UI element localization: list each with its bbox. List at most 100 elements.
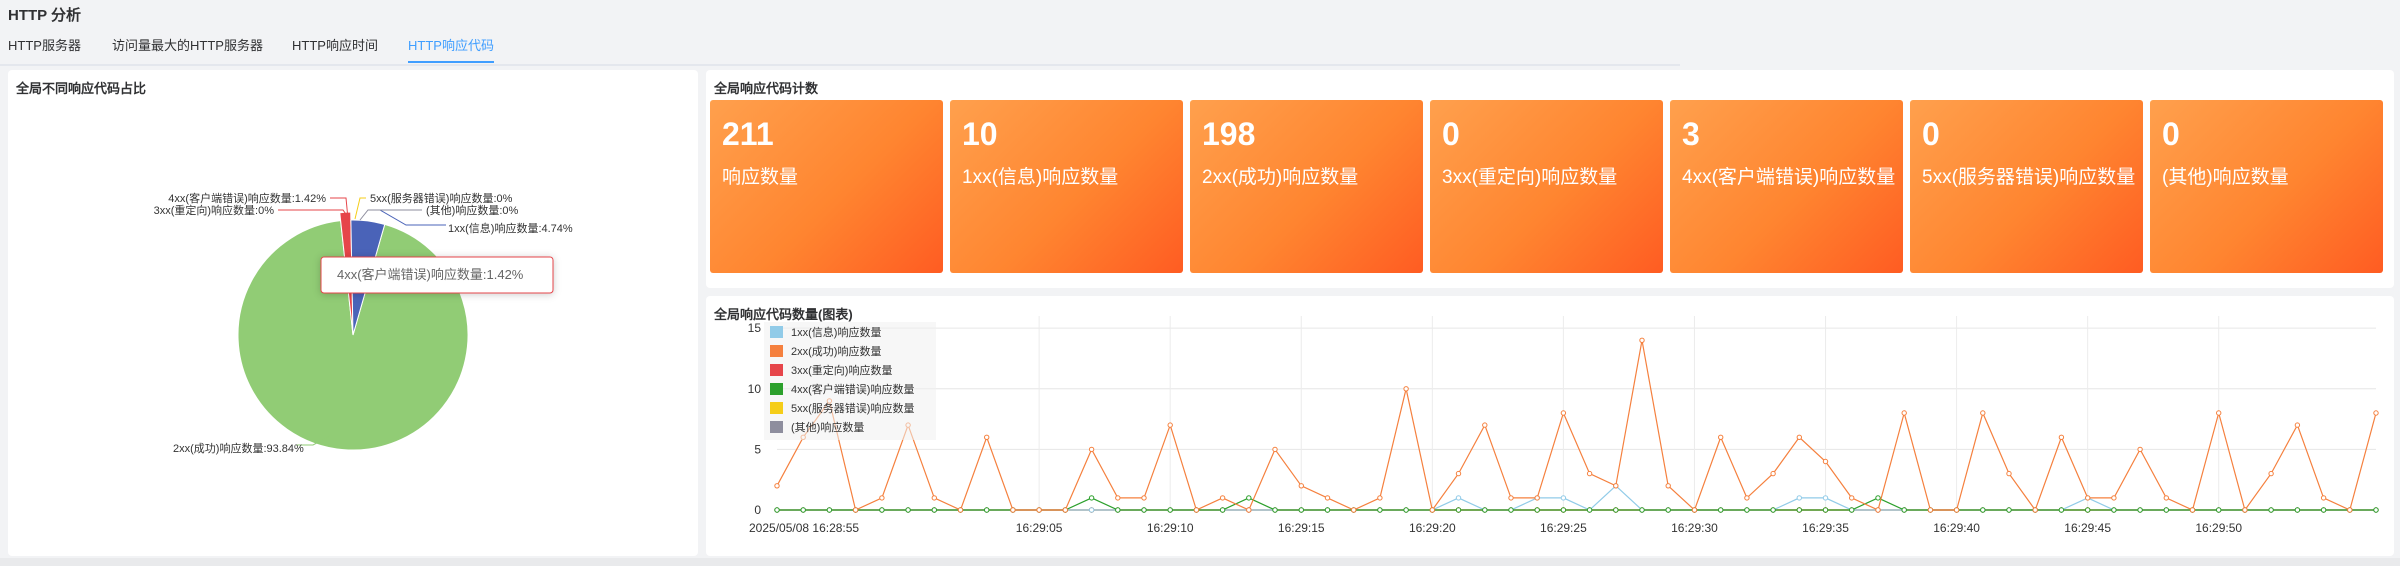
stat-value: 0 <box>1922 116 1940 152</box>
series-point <box>1508 507 1514 513</box>
series-point <box>1613 483 1619 489</box>
series-point <box>1849 507 1855 513</box>
series-point <box>1953 507 1960 513</box>
series-point <box>1534 495 1540 501</box>
active-tab-indicator <box>408 61 494 63</box>
series-point <box>2085 507 2091 513</box>
series-point <box>1141 507 1147 513</box>
series-point <box>2320 507 2327 513</box>
series-point <box>1219 507 1226 513</box>
pie-tooltip-box <box>320 256 554 294</box>
series-point <box>1901 410 1907 416</box>
series-point <box>2189 507 2196 513</box>
series-point <box>1088 446 1095 453</box>
legend-label: 5xx(服务器错误)响应数量 <box>791 401 914 415</box>
legend-label: 3xx(重定向)响应数量 <box>791 363 892 377</box>
series-point <box>1508 495 1514 501</box>
series-point <box>1298 507 1304 513</box>
legend-label: 4xx(客户端错误)响应数量 <box>791 382 914 396</box>
series-point <box>957 507 964 513</box>
stat-label: 5xx(服务器错误)响应数量 <box>1922 167 2136 188</box>
pie-label: (其他)响应数量:0% <box>426 203 518 217</box>
series-point <box>1482 422 1488 428</box>
series-point <box>2006 507 2012 513</box>
x-tick-label: 16:29:25 <box>1540 521 1587 535</box>
tab-http-servers[interactable]: HTTP服务器 <box>8 38 81 53</box>
legend-swatch <box>770 326 783 338</box>
series-point <box>1298 483 1304 489</box>
stat-label: 3xx(重定向)响应数量 <box>1442 167 1618 188</box>
series-point <box>1115 507 1121 513</box>
series-point <box>1770 470 1776 477</box>
series-point <box>1822 458 1829 465</box>
series-point <box>2268 507 2274 513</box>
series-point <box>2111 507 2117 513</box>
stat-card-2xx: 198 2xx(成功)响应数量 <box>1190 100 1423 273</box>
page-title: HTTP 分析 <box>8 7 82 24</box>
series-line <box>776 340 2377 512</box>
series-point <box>1455 507 1462 513</box>
line-card: 全局响应代码数量(图表) 0 5 10 15 2025/05/08 16:28:55 16… <box>706 296 2394 556</box>
pie-leader-line <box>330 197 349 220</box>
series-point <box>1324 495 1331 501</box>
series-point <box>1718 434 1724 441</box>
series-point <box>1272 446 1278 453</box>
series-point <box>1534 507 1540 513</box>
tab-bar: HTTP服务器 访问量最大的HTTP服务器 HTTP响应时间 HTTP响应代码 <box>0 30 1680 66</box>
legend-swatch <box>770 421 783 433</box>
pie-label: 5xx(服务器错误)响应数量:0% <box>370 191 513 205</box>
x-tick-label: 16:29:20 <box>1409 521 1456 535</box>
series-point <box>1141 495 1147 501</box>
series-point <box>1586 507 1593 513</box>
legend-swatch <box>770 364 783 376</box>
y-tick-label: 10 <box>748 382 762 396</box>
y-tick-label: 15 <box>748 321 762 335</box>
series-point <box>1613 507 1619 513</box>
legend-background <box>764 322 936 440</box>
stat-card-other: 0 (其他)响应数量 <box>2150 100 2383 273</box>
bottom-scroll-area <box>0 558 2400 566</box>
series-point <box>1849 495 1855 501</box>
series-point <box>879 507 885 513</box>
series-point <box>1455 470 1462 477</box>
series-point <box>2373 507 2379 513</box>
series-point <box>2058 507 2065 513</box>
series-point <box>1088 495 1095 501</box>
series-point <box>1901 507 1907 513</box>
pie-label: 1xx(信息)响应数量:4.74% <box>448 221 573 235</box>
series-point <box>2111 495 2117 501</box>
stat-card-1xx: 10 1xx(信息)响应数量 <box>950 100 1183 273</box>
pie-chart: 2xx(成功)响应数量:93.84% 1xx(信息)响应数量:4.74% 4xx(客… <box>154 191 573 455</box>
x-tick-label: 16:29:10 <box>1147 521 1194 535</box>
series-point <box>1115 495 1121 501</box>
series-point <box>1718 507 1724 513</box>
series-point <box>1036 507 1042 513</box>
series-point <box>774 483 780 489</box>
series-line <box>777 484 2376 511</box>
pie-label: 2xx(成功)响应数量:93.84% <box>173 441 304 455</box>
series-point <box>2163 507 2170 513</box>
series-point <box>1377 495 1383 501</box>
series-point <box>2006 470 2012 477</box>
tab-http-response-time[interactable]: HTTP响应时间 <box>292 38 378 53</box>
series-point <box>826 507 833 513</box>
stat-label: 2xx(成功)响应数量 <box>1202 167 1359 188</box>
series-point <box>1167 422 1173 428</box>
x-tick-label: 16:29:40 <box>1933 521 1980 535</box>
series-point <box>1770 507 1776 513</box>
tab-http-response-codes[interactable]: HTTP响应代码 <box>408 38 494 53</box>
series-point <box>1351 507 1357 513</box>
pie-leader-line <box>296 435 331 446</box>
tab-top-http-servers[interactable]: 访问量最大的HTTP服务器 <box>112 38 263 53</box>
series-point <box>1482 507 1488 513</box>
pie-leader-line <box>354 197 366 220</box>
stat-value: 3 <box>1682 116 1700 152</box>
series-point <box>1324 507 1331 513</box>
series-point <box>1822 507 1829 513</box>
y-tick-label: 0 <box>754 503 761 517</box>
legend-swatch <box>770 345 783 357</box>
series-point <box>1088 507 1095 513</box>
series-point <box>1455 495 1462 501</box>
pie-card: 全局不同响应代码占比 2xx(成功)响应数量:93.84% 1xx(信息)响应数量… <box>8 70 698 556</box>
pie-leader-line <box>359 209 422 221</box>
